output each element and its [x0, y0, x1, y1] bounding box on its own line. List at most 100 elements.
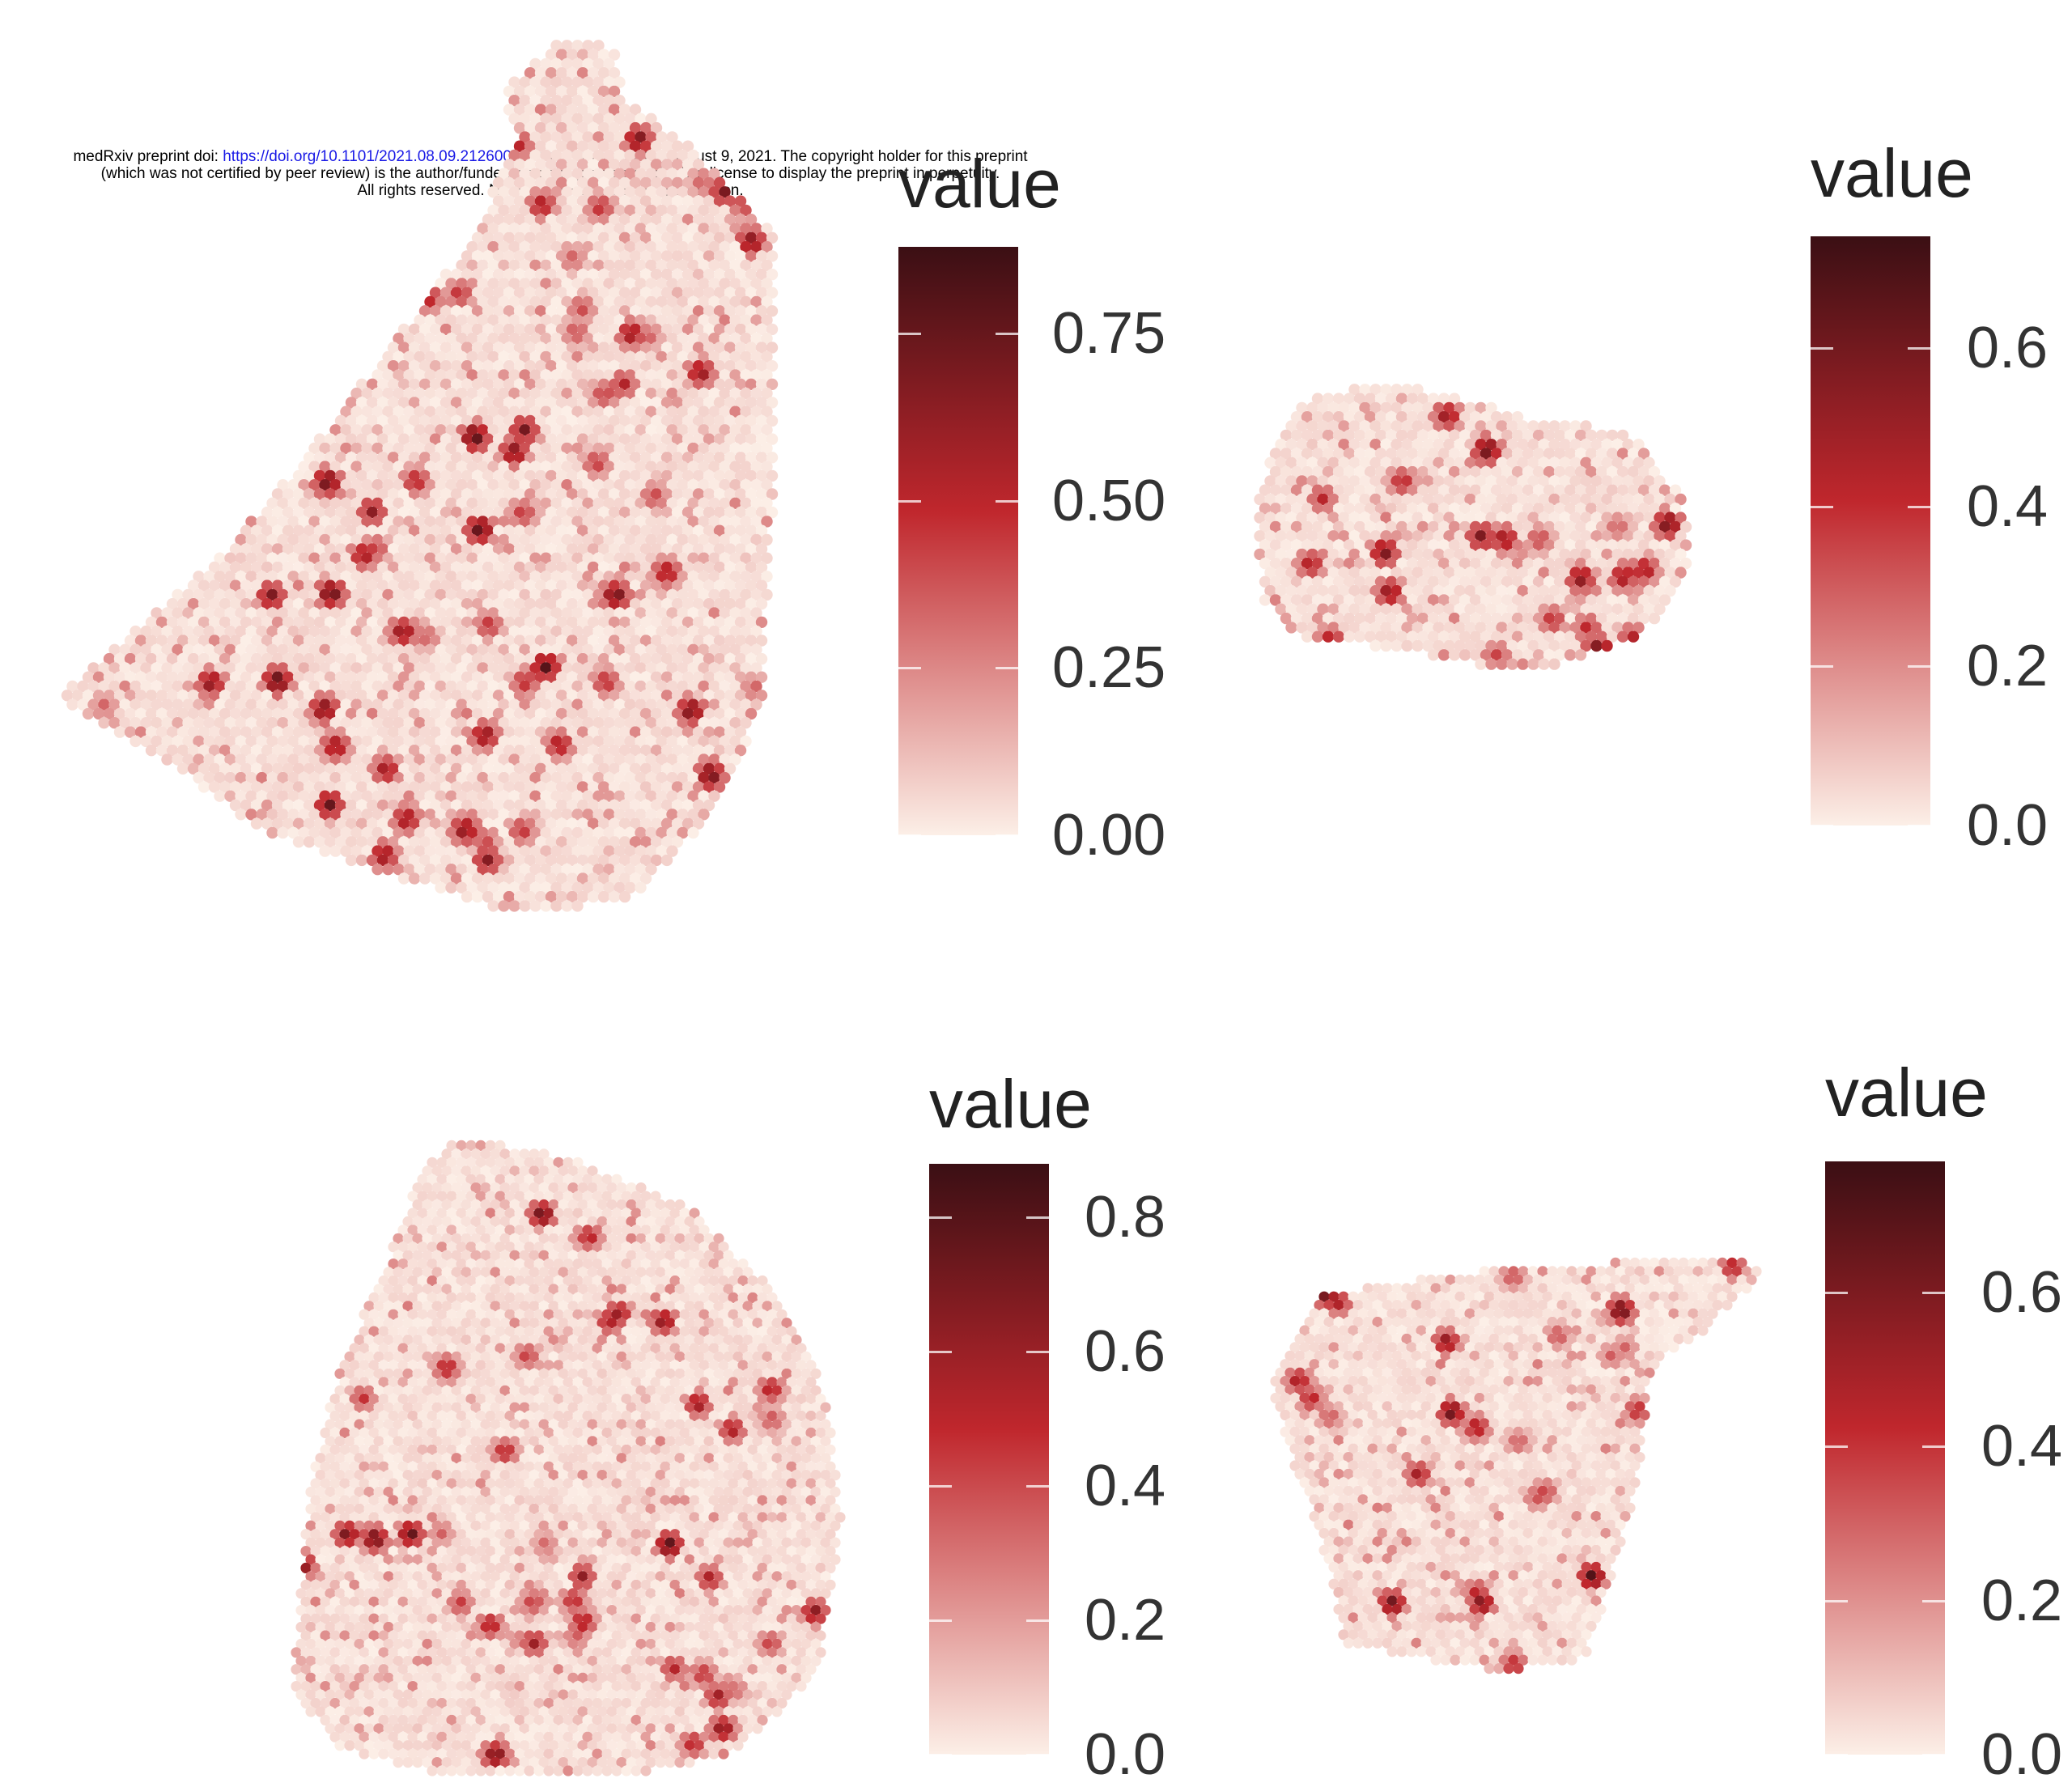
spot [529, 223, 541, 235]
tick-label: 0.2 [1967, 634, 2049, 699]
spot [548, 1199, 559, 1211]
spot [650, 579, 663, 592]
spot [555, 543, 568, 555]
spot [597, 817, 610, 830]
doi-link[interactable]: https://doi.org/10.1101/2021.08.09.21260… [223, 148, 529, 165]
spot [1348, 420, 1361, 432]
spot [1343, 539, 1356, 551]
spot [466, 387, 478, 400]
spot [1654, 493, 1666, 506]
spot [1633, 622, 1645, 634]
spot [1385, 630, 1398, 643]
spot [1679, 539, 1692, 551]
spot [508, 625, 520, 638]
spot [1643, 567, 1655, 579]
spot [750, 442, 762, 455]
spot [350, 479, 363, 491]
spot [1564, 520, 1577, 533]
spot [1306, 548, 1318, 561]
spot [671, 287, 684, 299]
spot [466, 662, 478, 674]
spot [266, 735, 278, 748]
spot [618, 506, 631, 519]
spot [582, 479, 594, 491]
spot [450, 287, 463, 299]
spot [1380, 511, 1392, 524]
spot [687, 826, 699, 839]
spot [608, 524, 621, 537]
spot [1553, 594, 1566, 606]
spot [635, 552, 647, 564]
spot [761, 424, 773, 436]
spot [719, 204, 731, 217]
spot [1364, 393, 1377, 405]
spot [503, 287, 516, 299]
spot [687, 186, 699, 198]
spot [592, 881, 605, 894]
spot [550, 204, 563, 217]
spot [629, 414, 642, 427]
spot [414, 809, 426, 821]
spot [597, 360, 610, 372]
spot [566, 342, 579, 354]
spot [461, 579, 473, 592]
spot [650, 323, 663, 336]
spot [408, 433, 421, 445]
spot [397, 524, 410, 537]
spot [660, 707, 673, 720]
spot [298, 735, 310, 748]
spot [587, 726, 600, 738]
spot [1511, 411, 1524, 423]
spot [614, 607, 626, 619]
spot [456, 735, 468, 748]
spot [435, 571, 447, 583]
spot [745, 433, 758, 445]
spot [592, 333, 605, 345]
spot [555, 635, 568, 647]
spot [1374, 484, 1387, 496]
spot [1517, 603, 1529, 615]
spot [750, 223, 762, 235]
spot [1454, 603, 1466, 615]
spot [618, 159, 631, 171]
spot [550, 442, 563, 455]
spot [1616, 448, 1629, 460]
spot [461, 1182, 472, 1194]
spot [1490, 612, 1503, 625]
spot [1317, 439, 1329, 451]
spot [576, 745, 589, 757]
spot [1448, 575, 1461, 588]
spot [1412, 511, 1424, 524]
spot [1548, 622, 1560, 634]
spot [629, 360, 642, 372]
spot [614, 864, 626, 876]
spot [1637, 558, 1650, 570]
spot [1569, 511, 1582, 524]
spot [540, 333, 552, 345]
spot [397, 360, 410, 372]
spot [119, 662, 131, 674]
spot [471, 488, 484, 500]
spot [1595, 503, 1608, 515]
spot [587, 635, 600, 647]
spot [298, 698, 310, 711]
spot [439, 635, 452, 647]
spot [519, 204, 531, 217]
spot [513, 452, 526, 464]
spot [403, 479, 415, 491]
spot [376, 635, 389, 647]
spot [408, 872, 421, 885]
spot [629, 397, 642, 409]
spot [308, 625, 321, 638]
spot [1427, 448, 1440, 460]
spot [624, 643, 636, 656]
spot [545, 287, 558, 299]
spot [529, 314, 541, 326]
spot [719, 717, 731, 729]
spot [1611, 511, 1624, 524]
spot [1427, 539, 1440, 551]
spot [561, 717, 573, 729]
spot [490, 1182, 501, 1194]
spot [397, 799, 410, 812]
spot [603, 168, 615, 180]
